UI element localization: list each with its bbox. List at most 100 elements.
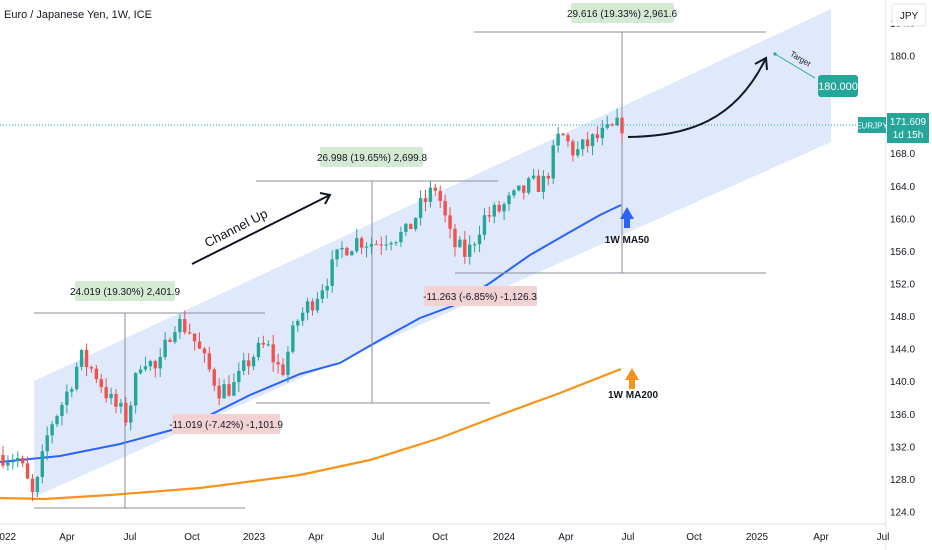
candle-body — [531, 175, 536, 179]
currency-button[interactable] — [891, 3, 927, 27]
target-badge: 180.000 — [818, 75, 858, 97]
candle-body — [173, 332, 177, 342]
price-tick-label: 156.0 — [890, 247, 915, 258]
candle-body — [109, 393, 113, 399]
candle-body — [379, 244, 383, 246]
candle-body — [443, 200, 447, 216]
candle-body — [418, 198, 423, 218]
candle-body — [364, 246, 369, 248]
candle-body — [242, 360, 246, 371]
candle-body — [463, 239, 467, 257]
candle-body — [227, 384, 231, 396]
measure-1-box: 24.019 (19.30%) 2,401.9 — [70, 281, 180, 301]
candle-body — [423, 198, 428, 202]
measure-guides — [34, 31, 766, 509]
candle-body — [11, 461, 15, 463]
candle-body — [413, 217, 418, 230]
candle-body — [133, 373, 138, 406]
candle-body — [369, 244, 374, 247]
candle-body — [197, 341, 202, 349]
candle-body — [325, 286, 329, 291]
candle-body — [256, 342, 261, 358]
candle-body — [237, 370, 241, 383]
candle-body — [600, 127, 605, 139]
candle-body — [541, 175, 546, 192]
time-tick-label: Jul — [124, 532, 137, 543]
candle-body — [438, 190, 442, 201]
candle-body — [232, 382, 236, 396]
candle-body — [89, 367, 94, 369]
candle-body — [6, 462, 10, 466]
candle-body — [315, 298, 320, 311]
ma200-line — [0, 367, 622, 501]
candle-body — [99, 379, 103, 388]
candle-body — [615, 117, 619, 126]
candle-body — [320, 290, 325, 299]
candle-body — [246, 360, 251, 367]
candle-body — [291, 325, 295, 352]
candle-body — [335, 249, 339, 260]
candle-body — [571, 141, 575, 156]
time-tick-label: Oct — [184, 532, 200, 543]
candle-body — [138, 369, 143, 374]
candle-body — [453, 228, 457, 248]
candle-body — [40, 451, 45, 477]
time-tick-label: Apr — [59, 532, 75, 543]
price-tick-label: 132.0 — [890, 442, 915, 453]
candle-body — [399, 232, 403, 243]
candle-body — [251, 357, 256, 367]
candle-body — [561, 133, 565, 136]
candle-body — [409, 223, 413, 230]
time-tick-label: 2024 — [493, 532, 516, 543]
candle-body — [458, 239, 462, 248]
candle-body — [384, 244, 388, 246]
current-price-value: 171.609 — [890, 117, 927, 128]
time-tick-label: Oct — [432, 532, 448, 543]
target-badge-value: 180.000 — [818, 81, 858, 93]
candle-body — [305, 301, 310, 313]
candle-body — [192, 333, 197, 342]
time-axis[interactable]: 2022 Apr Jul Oct 2023 Apr Jul Oct 2024 Apr Jul Oct 2… — [0, 532, 889, 543]
measure-3-label: 29.616 (19.33%) 2,961.6 — [567, 9, 678, 20]
candle-body — [207, 353, 212, 370]
candle-body — [222, 384, 226, 399]
candle-body — [536, 175, 541, 192]
candle-body — [183, 319, 187, 333]
candle-body — [84, 349, 89, 368]
candle-body — [507, 195, 511, 205]
ma50-line — [0, 204, 622, 463]
candle-body — [576, 149, 580, 156]
candle-body — [359, 238, 364, 248]
candle-body — [212, 369, 216, 386]
candle-body — [60, 404, 64, 417]
price-tick-label: 136.0 — [890, 410, 915, 421]
candle-body — [355, 238, 359, 252]
candle-body — [45, 435, 49, 452]
candle-body — [551, 145, 555, 179]
candle-body — [330, 259, 334, 287]
time-tick-label: Jul — [622, 532, 635, 543]
candle-body — [65, 391, 69, 405]
candle-body — [585, 139, 590, 147]
ma200-label: 1W MA200 — [608, 390, 658, 401]
channel-up-arrow — [191, 192, 332, 265]
candle-body — [55, 416, 59, 425]
projection-arrow — [627, 56, 768, 138]
price-tick-label: 164.0 — [890, 182, 915, 193]
price-tick-label: 128.0 — [890, 475, 915, 486]
candle-body — [79, 349, 84, 367]
candle-body — [276, 362, 280, 365]
candle-body — [590, 134, 595, 147]
candle-body — [266, 344, 270, 346]
time-tick-label: Apr — [308, 532, 324, 543]
candle-body — [187, 332, 192, 334]
price-tick-label: 180.0 — [890, 52, 915, 63]
time-tick-label: 2022 — [0, 532, 17, 543]
candle-body — [526, 178, 531, 193]
ma200-marker: 1W MA200 — [608, 368, 658, 401]
candle-body — [566, 135, 570, 142]
candle-body — [74, 366, 79, 390]
ma50-label: 1W MA50 — [605, 235, 650, 246]
candle-body — [556, 133, 560, 146]
